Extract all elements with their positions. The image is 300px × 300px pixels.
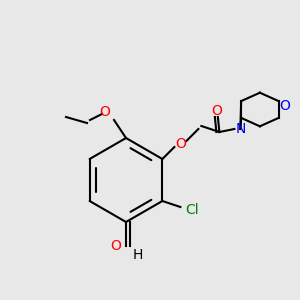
Text: O: O: [110, 239, 121, 253]
Text: O: O: [175, 137, 186, 151]
Text: O: O: [100, 106, 110, 119]
Text: O: O: [279, 100, 290, 113]
Text: H: H: [133, 248, 143, 262]
Text: O: O: [211, 104, 222, 118]
Text: Cl: Cl: [186, 203, 199, 217]
Text: N: N: [235, 122, 246, 136]
